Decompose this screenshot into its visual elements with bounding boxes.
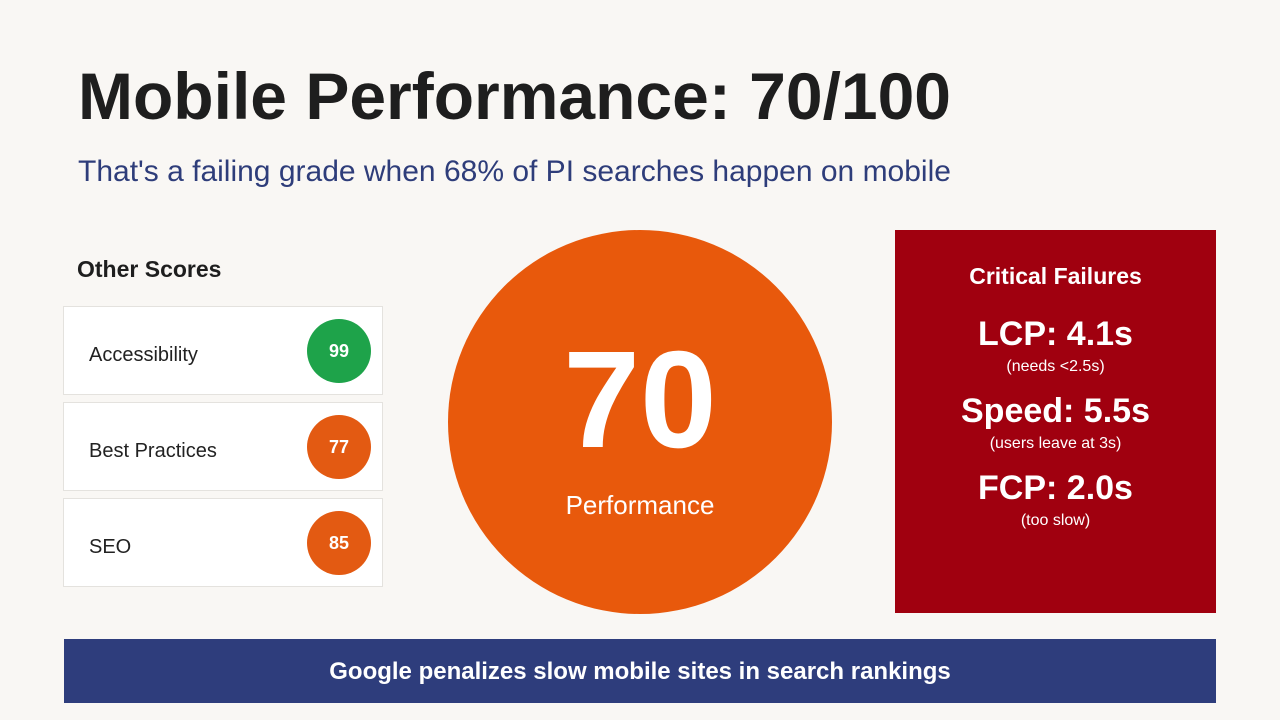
main-score: 70 (563, 323, 717, 477)
failure-note: (too slow) (1020, 512, 1091, 529)
critical-failures-heading: Critical Failures (969, 263, 1142, 289)
critical-failures-panel: Critical Failures LCP: 4.1s (needs <2.5s)… (895, 230, 1216, 613)
score-badge: 85 (307, 511, 371, 575)
title: Mobile Performance: 70/100 (78, 59, 952, 133)
main-score-label: Performance (565, 490, 715, 520)
failure-metric: LCP: 4.1s (978, 315, 1133, 353)
score-badge: 99 (307, 319, 371, 383)
failure-metric: FCP: 2.0s (978, 469, 1133, 507)
score-label: Best Practices (89, 440, 217, 462)
score-card: Best Practices 77 (63, 402, 383, 491)
score-card: Accessibility 99 (63, 306, 383, 395)
main-score-circle: 70 Performance (448, 230, 832, 614)
score-card: SEO 85 (63, 498, 383, 587)
banner: Google penalizes slow mobile sites in se… (64, 639, 1216, 703)
score-badge: 77 (307, 415, 371, 479)
score-label: Accessibility (89, 344, 198, 366)
failure-metric: Speed: 5.5s (961, 392, 1150, 430)
failure-note: (needs <2.5s) (1006, 358, 1105, 375)
score-label: SEO (89, 536, 132, 558)
subtitle: That's a failing grade when 68% of PI se… (78, 155, 951, 188)
failure-note: (users leave at 3s) (989, 435, 1122, 452)
other-scores-heading: Other Scores (77, 256, 222, 282)
